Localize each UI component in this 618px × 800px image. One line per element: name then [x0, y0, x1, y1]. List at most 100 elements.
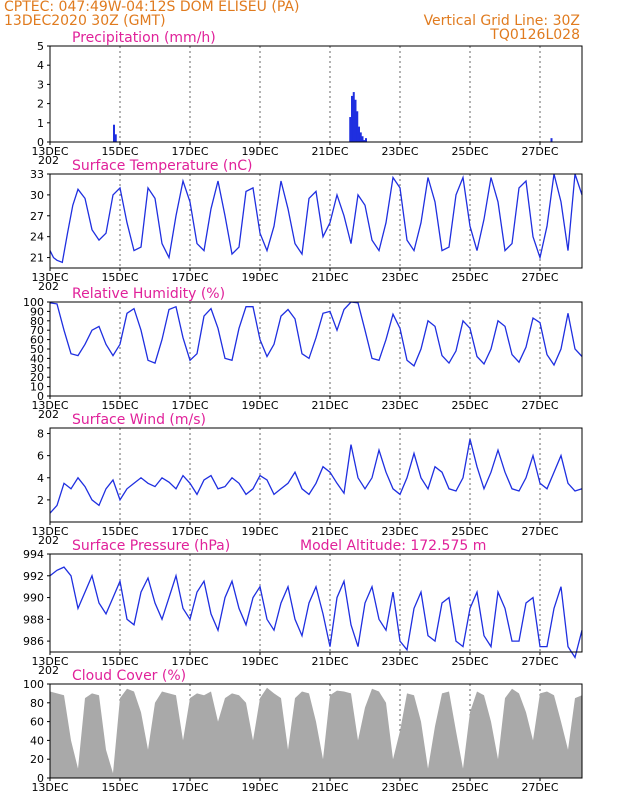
- cloud-xtick-label: 21DEC: [311, 781, 348, 794]
- pressure-xtick-label: 27DEC: [521, 655, 558, 668]
- precip-ytick-label: 2: [37, 98, 44, 111]
- pressure-ytick-label: 992: [23, 570, 44, 583]
- cloud-xtick-label: 23DEC: [381, 781, 418, 794]
- pressure-ytick-label: 990: [23, 592, 44, 605]
- rh-ytick-label: 70: [30, 324, 44, 337]
- rh-ytick-label: 50: [30, 343, 44, 356]
- temp-ytick-label: 24: [30, 231, 44, 244]
- rh-ytick-label: 20: [30, 371, 44, 384]
- rh-title: Relative Humidity (%): [72, 286, 225, 302]
- vertical-grid-label: Vertical Grid Line: 30Z: [423, 13, 580, 29]
- cloud-ytick-label: 60: [30, 716, 44, 729]
- temp-title: Surface Temperature (nC): [72, 158, 253, 174]
- precip-ytick-label: 1: [37, 117, 44, 130]
- precip-xtick-label: 25DEC: [451, 145, 488, 158]
- cloud-xtick-label: 19DEC: [241, 781, 278, 794]
- precip-xtick-label: 17DEC: [171, 145, 208, 158]
- wind-xtick-label: 25DEC: [451, 525, 488, 538]
- wind-year-label: 202: [38, 534, 59, 547]
- precip-bar: [349, 117, 352, 142]
- pressure-ytick-label: 994: [23, 548, 44, 561]
- rh-ytick-label: 100: [23, 296, 44, 309]
- wind-xtick-label: 17DEC: [171, 525, 208, 538]
- cloud-ytick-label: 100: [23, 678, 44, 691]
- pressure-ytick-label: 988: [23, 613, 44, 626]
- precip-bar: [356, 111, 359, 142]
- precip-xtick-label: 13DEC: [31, 145, 68, 158]
- rh-ytick-label: 40: [30, 352, 44, 365]
- wind-ytick-label: 2: [37, 494, 44, 507]
- pressure-xtick-label: 23DEC: [381, 655, 418, 668]
- rh-frame: [49, 301, 583, 397]
- cloud-xtick-label: 25DEC: [451, 781, 488, 794]
- rh-xtick-label: 15DEC: [101, 399, 138, 412]
- precip-bar: [113, 124, 115, 142]
- precip-bar: [354, 99, 357, 142]
- precip-bar: [363, 140, 366, 142]
- rh-xtick-label: 21DEC: [311, 399, 348, 412]
- temp-border: [49, 173, 583, 269]
- rh-ytick-label: 30: [30, 362, 44, 375]
- precip-bar: [114, 134, 117, 142]
- wind-xtick-label: 23DEC: [381, 525, 418, 538]
- cloud-ytick-label: 0: [37, 772, 44, 785]
- temp-xtick-label: 25DEC: [451, 271, 488, 284]
- precip-xtick-label: 19DEC: [241, 145, 278, 158]
- wind-xtick-label: 27DEC: [521, 525, 558, 538]
- wind-ytick-label: 4: [37, 472, 44, 485]
- precip-bar: [361, 136, 364, 142]
- precip-xtick-label: 27DEC: [521, 145, 558, 158]
- pressure-xtick-label: 25DEC: [451, 655, 488, 668]
- rh-year-label: 202: [38, 408, 59, 421]
- precip-ytick-label: 3: [37, 78, 44, 91]
- rh-ytick-label: 10: [30, 381, 44, 394]
- temp-xtick-label: 15DEC: [101, 271, 138, 284]
- station-title: CPTEC: 047:49W-04:12S DOM ELISEU (PA): [4, 0, 300, 15]
- temp-xtick-label: 23DEC: [381, 271, 418, 284]
- precip-year-label: 202: [38, 154, 59, 167]
- wind-xtick-label: 19DEC: [241, 525, 278, 538]
- precip-bar: [550, 138, 553, 142]
- rh-xtick-label: 25DEC: [451, 399, 488, 412]
- header: CPTEC: 047:49W-04:12S DOM ELISEU (PA) 13…: [0, 0, 618, 46]
- rh-xtick-label: 17DEC: [171, 399, 208, 412]
- wind-ytick-label: 8: [37, 428, 44, 441]
- wind-xtick-label: 21DEC: [311, 525, 348, 538]
- cloud-area: [50, 687, 582, 778]
- precip-border: [49, 45, 583, 143]
- cloud-xtick-label: 13DEC: [31, 781, 68, 794]
- temp-ytick-label: 21: [30, 252, 44, 265]
- temp-xtick-label: 17DEC: [171, 271, 208, 284]
- precip-ytick-label: 5: [37, 40, 44, 53]
- temp-ytick-label: 27: [30, 210, 44, 223]
- temp-year-label: 202: [38, 280, 59, 293]
- cloud-ytick-label: 40: [30, 734, 44, 747]
- cloud-xtick-label: 27DEC: [521, 781, 558, 794]
- precip-bar: [358, 126, 360, 142]
- precip-bar: [359, 132, 362, 142]
- rh-ytick-label: 90: [30, 305, 44, 318]
- cloud-xtick-label: 17DEC: [171, 781, 208, 794]
- precip-frame: [49, 45, 583, 143]
- pressure-xtick-label: 21DEC: [311, 655, 348, 668]
- wind-title: Surface Wind (m/s): [72, 412, 206, 428]
- pressure-extra-label: Model Altitude: 172.575 m: [300, 538, 486, 554]
- precip-bar: [351, 95, 353, 142]
- pressure-year-label: 202: [38, 664, 59, 677]
- precip-ytick-label: 0: [37, 136, 44, 149]
- pressure-xtick-label: 13DEC: [31, 655, 68, 668]
- forecast-date: 13DEC2020 30Z (GMT): [4, 13, 166, 29]
- temp-xtick-label: 13DEC: [31, 271, 68, 284]
- pressure-title: Surface Pressure (hPa): [72, 538, 230, 554]
- rh-xtick-label: 19DEC: [241, 399, 278, 412]
- precip-ytick-label: 4: [37, 59, 44, 72]
- precip-bar: [352, 92, 355, 142]
- pressure-xtick-label: 19DEC: [241, 655, 278, 668]
- cloud-border: [49, 683, 583, 779]
- temp-xtick-label: 27DEC: [521, 271, 558, 284]
- rh-ytick-label: 0: [37, 390, 44, 403]
- temp-xtick-label: 21DEC: [311, 271, 348, 284]
- wind-xtick-label: 15DEC: [101, 525, 138, 538]
- wind-border: [49, 427, 583, 523]
- pressure-xtick-label: 15DEC: [101, 655, 138, 668]
